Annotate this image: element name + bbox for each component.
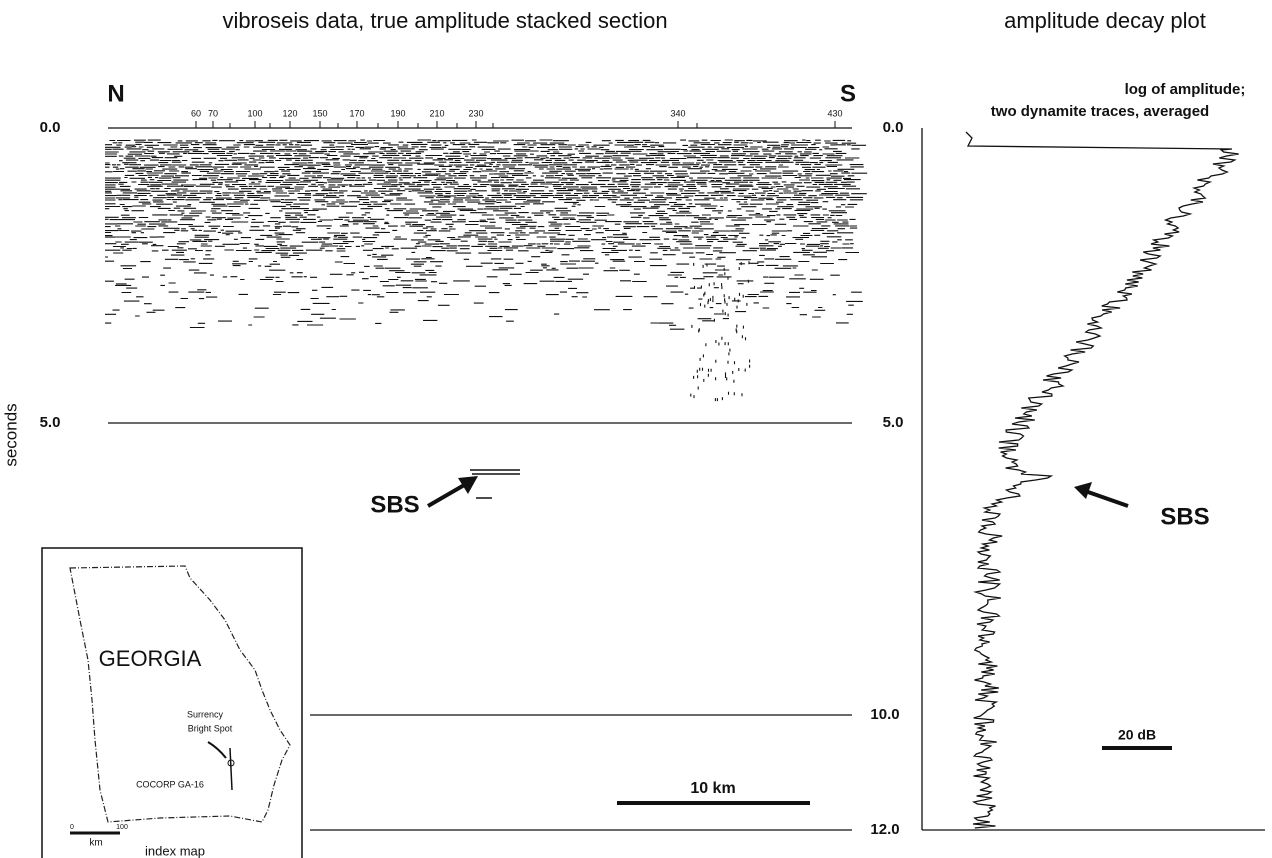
- map-scale-label: 0: [70, 824, 74, 831]
- station-label: 170: [349, 108, 364, 118]
- bright-spot-reflector: [470, 469, 520, 499]
- station-label: 70: [208, 108, 218, 118]
- time-label: 0.0: [40, 119, 61, 136]
- decay-header: log of amplitude;: [1125, 81, 1246, 98]
- section-title: vibroseis data, true amplitude stacked s…: [222, 8, 667, 33]
- map-frame: [41, 547, 303, 858]
- arrow: [1087, 490, 1129, 508]
- station-label: 60: [191, 108, 201, 118]
- decay-header: two dynamite traces, averaged: [991, 103, 1209, 120]
- index-map: GEORGIA Surrency Bright Spot COCORP GA-1…: [41, 547, 303, 858]
- station-label: 150: [312, 108, 327, 118]
- scale-label: 10 km: [690, 780, 735, 797]
- north-label: N: [107, 80, 124, 107]
- map-scale-unit: km: [89, 838, 102, 849]
- map-scale-label: 100: [116, 824, 128, 831]
- station-label: 430: [827, 108, 842, 118]
- time-label: 5.0: [40, 414, 61, 431]
- state-label: GEORGIA: [99, 646, 202, 671]
- time-label: 10.0: [870, 706, 899, 723]
- station-label: 190: [390, 108, 405, 118]
- station-label: 100: [247, 108, 262, 118]
- map-caption: index map: [145, 843, 205, 858]
- decay-curve: [965, 131, 1239, 829]
- seismic-traces: [105, 139, 868, 402]
- time-label: 5.0: [883, 414, 904, 431]
- line-label: COCORP GA-16: [136, 779, 204, 789]
- south-label: S: [840, 80, 856, 107]
- spot-label: Bright Spot: [188, 723, 233, 733]
- spot-arrow: [207, 741, 227, 759]
- arrow-head: [1074, 482, 1092, 499]
- line-marker: [229, 747, 233, 791]
- station-label: 230: [468, 108, 483, 118]
- station-label: 340: [670, 108, 685, 118]
- sbs-label: SBS: [1160, 503, 1209, 530]
- station-label: 210: [429, 108, 444, 118]
- time-label: 12.0: [870, 821, 899, 838]
- decay-title: amplitude decay plot: [1004, 8, 1206, 33]
- arrow-head: [458, 476, 478, 494]
- time-label: 0.0: [883, 119, 904, 136]
- seismic-section: [105, 139, 868, 499]
- axis-label: seconds: [1, 403, 20, 466]
- state-outline: [69, 565, 291, 823]
- station-label: 120: [282, 108, 297, 118]
- spot-label: Surrency: [187, 709, 224, 719]
- scale-label: 20 dB: [1118, 727, 1156, 743]
- sbs-label: SBS: [370, 491, 419, 518]
- arrow: [426, 482, 468, 508]
